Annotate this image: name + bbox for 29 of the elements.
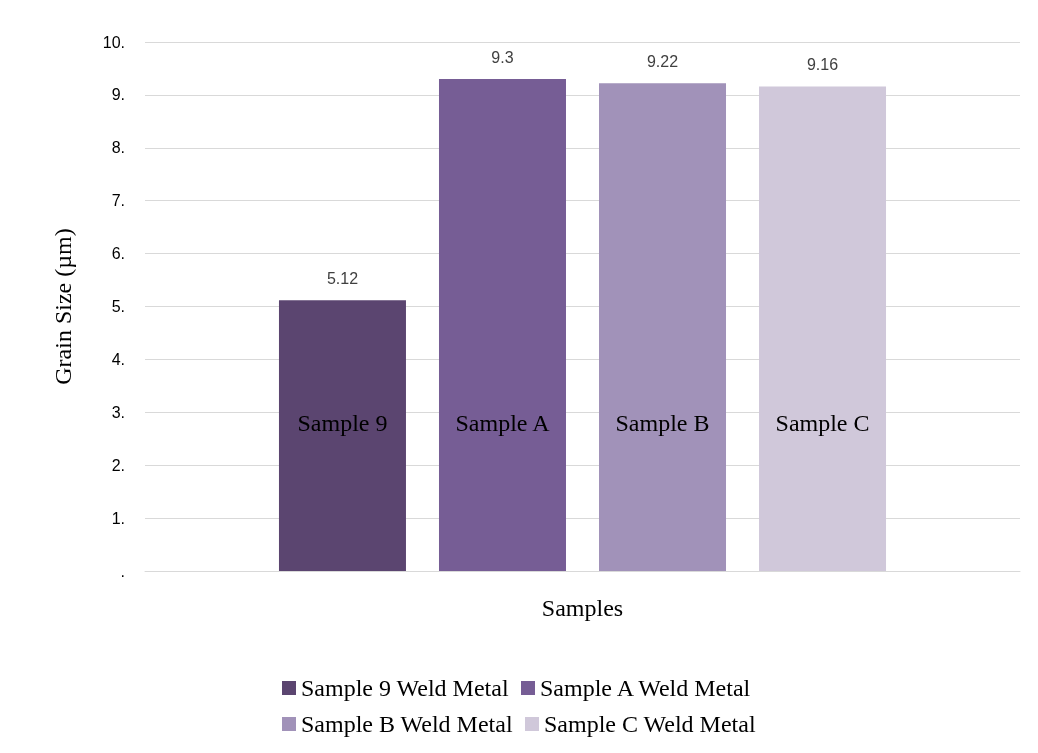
y-tick-label: .	[120, 562, 125, 580]
data-label: 9.16	[806, 55, 839, 73]
annotation: Sample A	[455, 409, 551, 436]
data-label: 9.22	[646, 52, 679, 70]
y-tick-label: 1.	[111, 509, 125, 527]
annotation: Sample 9	[297, 409, 388, 436]
legend-label: Sample B Weld Metal	[300, 711, 513, 737]
annotation: Sample B	[615, 409, 710, 436]
y-tick-label: 2.	[111, 456, 125, 474]
legend-label: Sample C Weld Metal	[544, 711, 756, 737]
bar	[599, 83, 727, 571]
bar	[759, 86, 887, 571]
y-tick-label: 6.	[111, 245, 125, 263]
y-tick-label: 5.	[111, 298, 125, 315]
annotation: Sample C	[775, 409, 870, 436]
bar	[278, 300, 406, 571]
legend-label: Sample A Weld Metal	[539, 675, 751, 701]
y-tick-label: 3.	[111, 403, 125, 421]
y-tick-label: 4.	[111, 350, 125, 368]
y-tick-label: 10.	[102, 33, 125, 51]
y-tick-label: 7.	[111, 192, 125, 210]
legend-label: Sample 9 Weld Metal	[300, 675, 509, 701]
data-label: 9.3	[491, 48, 514, 66]
y-tick-label: 9.	[111, 86, 125, 104]
x-axis-title: Samples	[541, 595, 624, 621]
y-axis-title: Grain Size (µm)	[50, 228, 76, 385]
bar	[438, 79, 566, 571]
data-label: 5.12	[326, 269, 359, 287]
y-tick-label: 8.	[111, 139, 125, 157]
